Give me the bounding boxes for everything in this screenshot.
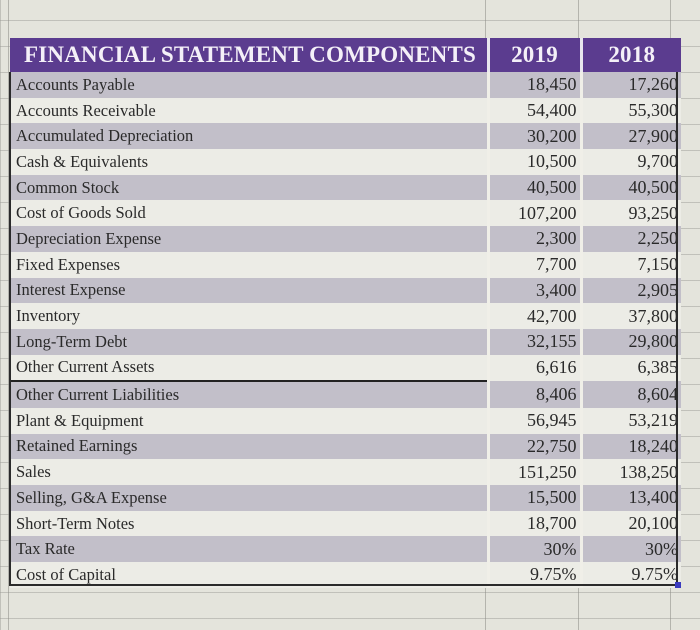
value-cell-2018[interactable]: 138,250 bbox=[581, 459, 681, 485]
table-row: Plant & Equipment 56,945 53,219 bbox=[10, 407, 681, 434]
value-cell-2018[interactable]: 9,700 bbox=[581, 149, 681, 175]
header-row: FINANCIAL STATEMENT COMPONENTS 2019 2018 bbox=[10, 38, 681, 72]
row-label-cell[interactable]: Accounts Payable bbox=[10, 72, 490, 98]
value-cell-2019[interactable]: 42,700 bbox=[488, 303, 583, 329]
table-row: Interest Expense 3,400 2,905 bbox=[10, 277, 681, 304]
table-row: Depreciation Expense 2,300 2,250 bbox=[10, 226, 681, 252]
row-label-cell[interactable]: Long-Term Debt bbox=[10, 328, 490, 355]
value-cell-2019[interactable]: 7,700 bbox=[488, 251, 583, 278]
value-cell-2019[interactable]: 2,300 bbox=[488, 226, 583, 252]
table-row: Fixed Expenses 7,700 7,150 bbox=[10, 251, 681, 278]
table-row: Selling, G&A Expense 15,500 13,400 bbox=[10, 485, 681, 511]
table-row: Sales 151,250 138,250 bbox=[10, 459, 681, 485]
value-cell-2019[interactable]: 22,750 bbox=[488, 433, 583, 460]
value-cell-2018[interactable]: 29,800 bbox=[581, 328, 681, 355]
row-label-cell[interactable]: Cost of Capital bbox=[10, 562, 490, 588]
value-cell-2018[interactable]: 2,905 bbox=[581, 277, 681, 304]
row-label-cell[interactable]: Accumulated Depreciation bbox=[10, 123, 490, 150]
table-row: Tax Rate 30% 30% bbox=[10, 536, 681, 563]
value-cell-2018[interactable]: 37,800 bbox=[581, 303, 681, 329]
row-label-cell[interactable]: Tax Rate bbox=[10, 536, 490, 563]
row-label-cell[interactable]: Inventory bbox=[10, 303, 490, 329]
value-cell-2019[interactable]: 107,200 bbox=[488, 200, 583, 227]
value-cell-2018[interactable]: 2,250 bbox=[581, 226, 681, 252]
value-cell-2018[interactable]: 53,219 bbox=[581, 407, 681, 434]
row-label-cell[interactable]: Retained Earnings bbox=[10, 433, 490, 460]
value-cell-2019[interactable]: 30,200 bbox=[488, 123, 583, 150]
table-row: Accounts Payable 18,450 17,260 bbox=[10, 72, 681, 98]
header-cell-2018[interactable]: 2018 bbox=[581, 38, 681, 72]
value-cell-2018[interactable]: 13,400 bbox=[581, 485, 681, 511]
row-label-cell[interactable]: Depreciation Expense bbox=[10, 226, 490, 252]
row-label-cell[interactable]: Other Current Liabilities bbox=[10, 380, 490, 408]
table-row: Cost of Goods Sold 107,200 93,250 bbox=[10, 200, 681, 227]
value-cell-2018[interactable]: 17,260 bbox=[581, 72, 681, 98]
table-row: Cost of Capital 9.75% 9.75% bbox=[10, 562, 681, 588]
value-cell-2019[interactable]: 6,616 bbox=[488, 354, 583, 382]
row-label-cell[interactable]: Short-Term Notes bbox=[10, 510, 490, 537]
financial-statement-table: FINANCIAL STATEMENT COMPONENTS 2019 2018… bbox=[10, 38, 681, 588]
row-label-cell[interactable]: Cost of Goods Sold bbox=[10, 200, 490, 227]
value-cell-2018[interactable]: 30% bbox=[581, 536, 681, 563]
table-row: Retained Earnings 22,750 18,240 bbox=[10, 433, 681, 460]
row-label-cell[interactable]: Common Stock bbox=[10, 174, 490, 201]
selection-fill-handle[interactable] bbox=[675, 582, 681, 588]
value-cell-2019[interactable]: 40,500 bbox=[488, 174, 583, 201]
table-row: Accounts Receivable 54,400 55,300 bbox=[10, 97, 681, 124]
row-label-cell[interactable]: Interest Expense bbox=[10, 277, 490, 304]
value-cell-2019[interactable]: 15,500 bbox=[488, 485, 583, 511]
table-row: Cash & Equivalents 10,500 9,700 bbox=[10, 149, 681, 175]
value-cell-2019[interactable]: 18,700 bbox=[488, 510, 583, 537]
row-label-cell[interactable]: Fixed Expenses bbox=[10, 251, 490, 278]
table-row: Short-Term Notes 18,700 20,100 bbox=[10, 510, 681, 537]
value-cell-2019[interactable]: 18,450 bbox=[488, 72, 583, 98]
row-label-cell[interactable]: Cash & Equivalents bbox=[10, 149, 490, 175]
header-cell-2019[interactable]: 2019 bbox=[488, 38, 583, 72]
row-label-cell[interactable]: Sales bbox=[10, 459, 490, 485]
value-cell-2018[interactable]: 18,240 bbox=[581, 433, 681, 460]
value-cell-2019[interactable]: 8,406 bbox=[488, 381, 583, 408]
value-cell-2018[interactable]: 6,385 bbox=[581, 354, 681, 382]
value-cell-2019[interactable]: 151,250 bbox=[488, 459, 583, 485]
value-cell-2019[interactable]: 56,945 bbox=[488, 407, 583, 434]
value-cell-2019[interactable]: 54,400 bbox=[488, 97, 583, 124]
value-cell-2018[interactable]: 27,900 bbox=[581, 123, 681, 150]
value-cell-2019[interactable]: 3,400 bbox=[488, 277, 583, 304]
grid-column-line bbox=[8, 0, 9, 630]
table-row: Other Current Liabilities 8,406 8,604 bbox=[10, 380, 681, 408]
value-cell-2018[interactable]: 93,250 bbox=[581, 200, 681, 227]
value-cell-2019[interactable]: 32,155 bbox=[488, 328, 583, 355]
row-label-cell[interactable]: Plant & Equipment bbox=[10, 407, 490, 434]
row-label-cell[interactable]: Selling, G&A Expense bbox=[10, 485, 490, 511]
table-row: Accumulated Depreciation 30,200 27,900 bbox=[10, 123, 681, 150]
row-label-cell[interactable]: Other Current Assets bbox=[10, 354, 490, 382]
table-row: Long-Term Debt 32,155 29,800 bbox=[10, 328, 681, 355]
value-cell-2018[interactable]: 40,500 bbox=[581, 174, 681, 201]
value-cell-2019[interactable]: 30% bbox=[488, 536, 583, 563]
value-cell-2018[interactable]: 9.75% bbox=[581, 562, 681, 588]
value-cell-2018[interactable]: 20,100 bbox=[581, 510, 681, 537]
row-label-cell[interactable]: Accounts Receivable bbox=[10, 97, 490, 124]
table-row: Inventory 42,700 37,800 bbox=[10, 303, 681, 329]
table-row: Common Stock 40,500 40,500 bbox=[10, 174, 681, 201]
value-cell-2018[interactable]: 8,604 bbox=[581, 381, 681, 408]
value-cell-2019[interactable]: 9.75% bbox=[488, 562, 583, 588]
value-cell-2018[interactable]: 7,150 bbox=[581, 251, 681, 278]
table-row: Other Current Assets 6,616 6,385 bbox=[10, 354, 681, 382]
value-cell-2018[interactable]: 55,300 bbox=[581, 97, 681, 124]
value-cell-2019[interactable]: 10,500 bbox=[488, 149, 583, 175]
header-cell-components[interactable]: FINANCIAL STATEMENT COMPONENTS bbox=[10, 38, 490, 72]
financial-table-region: FINANCIAL STATEMENT COMPONENTS 2019 2018… bbox=[10, 38, 681, 588]
